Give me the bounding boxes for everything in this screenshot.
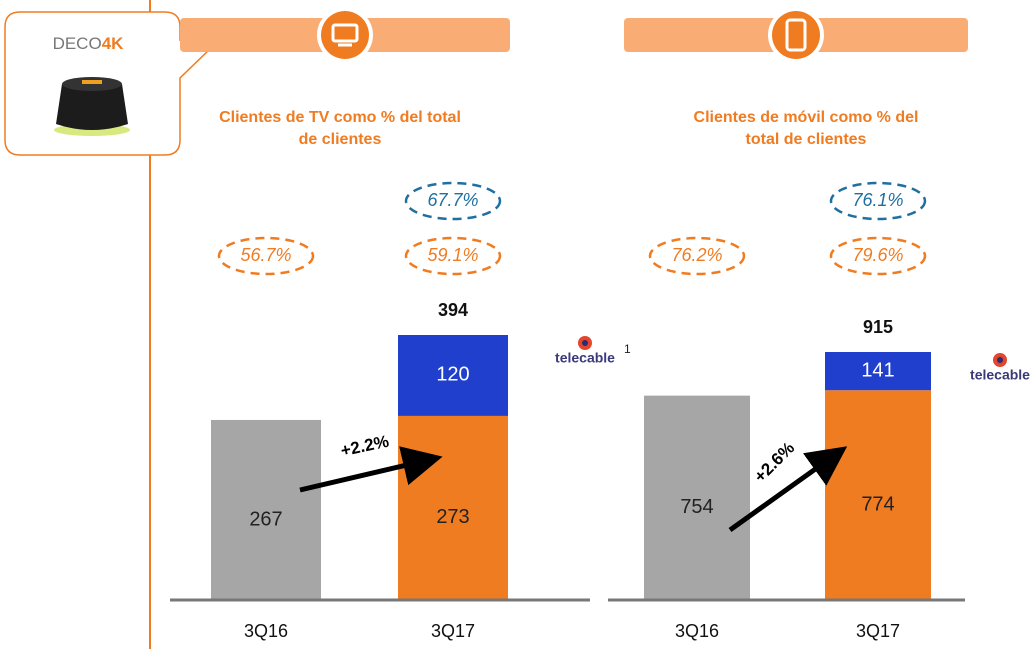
x-tick-label: 3Q16 [244,621,288,641]
decoder-icon [54,77,130,136]
total-label: 394 [438,300,468,320]
share-label: 56.7% [240,245,291,265]
promo-text: DECO4K [53,34,125,53]
share-label: 76.1% [852,190,903,210]
value-label: 141 [861,359,894,381]
value-label: 754 [680,496,713,518]
logo: telecable 1 [555,336,631,366]
growth-label: +2.2% [339,432,391,461]
x-tick-label: 3Q17 [856,621,900,641]
x-tick-label: 3Q16 [675,621,719,641]
header-tv [180,7,510,63]
header-mobile [624,7,968,63]
slide: DECO4K 267 3Q16 56.7% 273 120 telecable 1 394 3Q… [0,0,1031,649]
value-label: 267 [249,508,282,530]
logo-icon-inner [582,340,588,346]
growth-label: +2.6% [750,438,798,486]
share-label: 59.1% [427,245,478,265]
value-label: 120 [436,364,469,386]
value-label: 273 [436,506,469,528]
promo-brand: DECO [53,34,102,53]
logo-text: telecable [970,367,1030,383]
logo-text: telecable [555,350,615,366]
x-tick-label: 3Q17 [431,621,475,641]
chart-canvas: DECO4K 267 3Q16 56.7% 273 120 telecable 1 394 3Q… [0,0,1031,649]
value-label: 774 [861,493,894,515]
share-label: 76.2% [671,245,722,265]
share-label: 79.6% [852,245,903,265]
footnote: 1 [624,342,631,356]
share-label: 67.7% [427,190,478,210]
total-label: 915 [863,317,893,337]
chart-title: Clientes de móvil como % del total de cl… [676,107,936,151]
chart-title: Clientes de TV como % del total de clien… [210,107,470,151]
logo-icon-inner [997,357,1003,363]
promo-model: 4K [102,34,124,53]
